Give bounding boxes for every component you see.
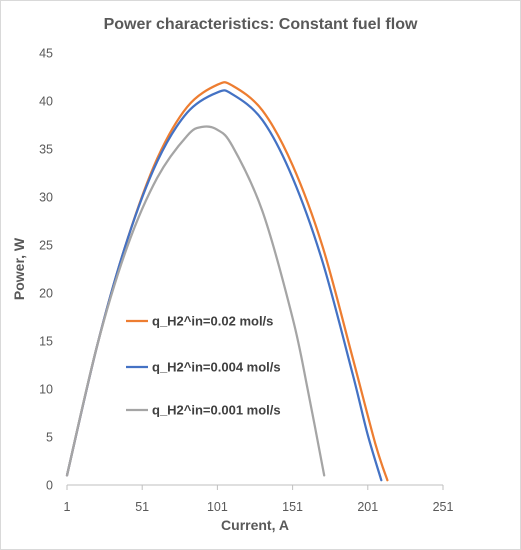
y-tick-label: 40 [39,95,53,109]
y-tick-label: 0 [46,479,53,493]
y-tick-label: 5 [46,431,53,445]
legend-label: q_H2^in=0.004 mol/s [152,360,281,375]
x-tick-label: 151 [282,500,303,514]
series-line [65,89,383,482]
y-tick-label: 25 [39,239,53,253]
x-tick-label: 1 [64,500,71,514]
y-tick-label: 30 [39,191,53,205]
y-tick-label: 15 [39,335,53,349]
x-tick-label: 51 [135,500,149,514]
series-line [65,125,326,477]
chart-legend: q_H2^in=0.02 mol/s q_H2^in=0.004 mol/s q_H… [126,314,281,418]
y-tick-label: 10 [39,383,53,397]
y-tick-label: 35 [39,143,53,157]
y-axis-title: Power, W [11,237,27,300]
x-tick-label: 201 [357,500,378,514]
series-lines [65,81,389,482]
x-tick-label: 101 [207,500,228,514]
x-tick-label: 251 [433,500,454,514]
y-tick-label: 20 [39,287,53,301]
chart-title: Power characteristics: Constant fuel flo… [103,16,418,33]
x-axis-title: Current, A [221,517,289,533]
legend-label: q_H2^in=0.02 mol/s [152,314,273,329]
legend-label: q_H2^in=0.001 mol/s [152,403,281,418]
y-tick-label: 45 [39,47,53,61]
